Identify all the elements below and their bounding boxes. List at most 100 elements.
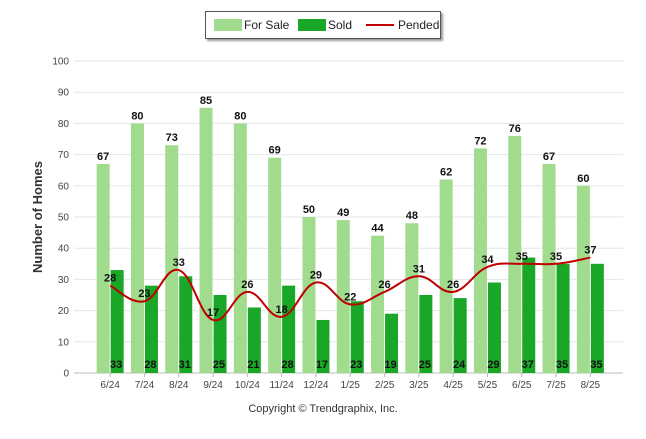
bar-for-sale xyxy=(233,123,247,374)
data-label-sold: 28 xyxy=(282,359,294,371)
legend-swatch-sold xyxy=(298,19,326,31)
bar-sold xyxy=(453,298,467,373)
data-label-for-sale: 73 xyxy=(166,132,178,144)
data-label-for-sale: 72 xyxy=(474,135,486,147)
data-label-sold: 25 xyxy=(419,359,431,371)
bar-sold xyxy=(179,276,193,373)
bar-sold xyxy=(590,263,604,373)
y-tick-label: 30 xyxy=(58,275,70,286)
bar-for-sale xyxy=(542,163,556,373)
y-tick-label: 40 xyxy=(58,244,70,255)
data-label-pended: 35 xyxy=(550,251,562,263)
y-axis-label: Number of Homes xyxy=(30,161,45,273)
line-pended xyxy=(109,256,591,322)
data-label-for-sale: 80 xyxy=(131,110,143,122)
data-label-pended: 22 xyxy=(344,291,356,303)
x-tick-label: 9/24 xyxy=(203,380,223,391)
x-tick-label: 3/25 xyxy=(409,380,429,391)
data-label-for-sale: 49 xyxy=(337,207,349,219)
y-tick-label: 80 xyxy=(58,119,70,130)
x-tick-label: 4/25 xyxy=(443,380,463,391)
data-label-pended: 23 xyxy=(138,288,150,300)
data-label-pended: 28 xyxy=(104,273,116,285)
y-tick-label: 0 xyxy=(63,369,69,380)
x-tick-label: 11/24 xyxy=(270,380,295,391)
legend-label-sold: Sold xyxy=(328,18,353,32)
data-label-for-sale: 85 xyxy=(200,95,212,107)
data-label-for-sale: 80 xyxy=(234,110,246,122)
data-label-pended: 18 xyxy=(276,304,288,316)
x-tick-label: 7/24 xyxy=(135,380,155,391)
data-label-for-sale: 48 xyxy=(406,210,418,222)
data-label-for-sale: 60 xyxy=(577,173,589,185)
data-label-pended: 31 xyxy=(413,263,425,275)
legend-label-for-sale: For Sale xyxy=(244,18,290,32)
x-tick-label: 6/24 xyxy=(100,380,120,391)
x-tick-label: 8/24 xyxy=(169,380,189,391)
y-tick-label: 100 xyxy=(52,57,69,68)
y-tick-label: 60 xyxy=(58,181,70,192)
bar-for-sale xyxy=(508,135,522,373)
bar-for-sale xyxy=(130,123,144,374)
bar-sold xyxy=(350,301,364,373)
bar-for-sale xyxy=(473,148,487,373)
data-label-pended: 35 xyxy=(516,251,528,263)
data-label-pended: 37 xyxy=(584,245,596,257)
data-label-sold: 17 xyxy=(316,359,328,371)
copyright-text: Copyright © Trendgraphix, Inc. xyxy=(248,403,398,415)
bar-for-sale xyxy=(165,145,179,373)
y-tick-label: 20 xyxy=(58,306,70,317)
bar-sold xyxy=(144,285,158,373)
data-label-for-sale: 44 xyxy=(371,223,384,235)
data-label-for-sale: 76 xyxy=(509,123,521,135)
bar-for-sale xyxy=(199,107,213,374)
data-label-for-sale: 69 xyxy=(269,145,281,157)
x-tick-label: 6/25 xyxy=(512,380,532,391)
x-tick-label: 2/25 xyxy=(375,380,395,391)
bar-for-sale xyxy=(302,217,316,373)
x-tick-label: 8/25 xyxy=(581,380,601,391)
data-label-sold: 25 xyxy=(213,359,225,371)
x-tick-label: 10/24 xyxy=(235,380,260,391)
data-label-pended: 33 xyxy=(173,257,185,269)
data-label-sold: 28 xyxy=(144,359,156,371)
data-label-sold: 35 xyxy=(590,359,602,371)
data-label-pended: 26 xyxy=(378,279,390,291)
legend-swatch-for-sale xyxy=(214,19,242,31)
bar-sold xyxy=(487,282,501,373)
data-label-pended: 26 xyxy=(241,279,253,291)
bar-for-sale xyxy=(268,157,282,373)
x-tick-label: 7/25 xyxy=(546,380,566,391)
bar-sold xyxy=(110,270,124,373)
data-label-for-sale: 50 xyxy=(303,204,315,216)
data-label-sold: 23 xyxy=(350,359,362,371)
legend-label-pended: Pended xyxy=(398,18,440,32)
y-tick-label: 10 xyxy=(58,337,70,348)
bar-for-sale xyxy=(405,223,419,373)
data-label-pended: 26 xyxy=(447,279,459,291)
data-label-sold: 33 xyxy=(110,359,122,371)
data-label-sold: 29 xyxy=(487,359,499,371)
data-label-sold: 24 xyxy=(453,359,466,371)
bar-for-sale xyxy=(439,179,453,373)
x-tick-label: 1/25 xyxy=(341,380,361,391)
data-label-pended: 34 xyxy=(481,254,494,266)
data-label-for-sale: 67 xyxy=(543,151,555,163)
bar-for-sale xyxy=(336,220,350,373)
bar-for-sale xyxy=(371,235,385,373)
data-label-sold: 31 xyxy=(179,359,191,371)
bar-sold xyxy=(213,295,227,373)
bar-sold xyxy=(247,307,261,373)
y-tick-label: 90 xyxy=(58,88,70,99)
bar-sold xyxy=(316,319,330,373)
x-tick-label: 5/25 xyxy=(478,380,498,391)
bar-for-sale xyxy=(576,185,590,373)
legend: For Sale Sold Pended xyxy=(205,11,441,39)
bar-sold xyxy=(282,285,296,373)
bar-for-sale xyxy=(96,163,110,373)
data-label-sold: 21 xyxy=(247,359,259,371)
bar-sold xyxy=(385,313,399,373)
legend-swatch-pended xyxy=(366,24,394,26)
